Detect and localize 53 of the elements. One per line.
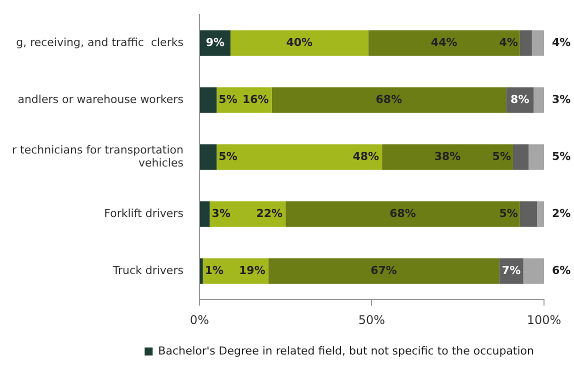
data-label: 67%	[370, 264, 397, 277]
y-tick-label: r technicians for transportation vehicles	[12, 143, 184, 170]
data-label: 8%	[510, 92, 530, 106]
bar	[272, 87, 506, 113]
data-label: 7%	[502, 264, 521, 277]
bar	[368, 30, 520, 56]
bar	[382, 144, 513, 170]
x-tick-label: 0%	[190, 312, 209, 327]
data-label: 68%	[390, 206, 416, 220]
data-label: 40%	[286, 36, 313, 49]
y-tick-label: andlers or warehouse workers	[18, 92, 184, 106]
bar	[523, 258, 544, 284]
bar	[532, 30, 544, 56]
data-label: 22%	[256, 206, 283, 220]
data-label: 38%	[434, 150, 461, 163]
data-label: 4%	[499, 36, 518, 49]
y-tick-label: g, receiving, and traffic clerks	[16, 36, 184, 49]
bar	[520, 201, 538, 227]
bar	[512, 144, 528, 170]
x-tick-label: 100%	[526, 312, 562, 327]
bar	[200, 87, 217, 113]
data-label: 3%	[552, 92, 571, 106]
data-label: 1%	[204, 264, 224, 277]
data-label: 9%	[206, 36, 225, 49]
data-label: 19%	[239, 264, 266, 277]
data-label: 4%	[552, 36, 571, 49]
data-label: 5%	[218, 150, 238, 163]
legend-label: Bachelor's Degree in related field, but not specific to the occupation	[158, 344, 534, 358]
data-label: 6%	[552, 264, 571, 277]
data-label: 3%	[212, 206, 230, 220]
data-label: 48%	[352, 150, 380, 163]
y-tick-label: Forklift drivers	[104, 206, 184, 220]
data-label: 2%	[552, 206, 571, 220]
bar	[200, 144, 217, 170]
bar	[537, 201, 544, 227]
y-tick-label: Truck drivers	[112, 264, 184, 277]
bar	[268, 258, 500, 284]
data-label: 5%	[492, 150, 511, 163]
bar	[200, 258, 203, 284]
data-label: 16%	[242, 92, 269, 106]
data-label: 44%	[430, 36, 458, 49]
bar	[286, 201, 520, 227]
data-label: 5%	[552, 150, 571, 163]
data-label: 5%	[218, 92, 238, 106]
bar	[216, 144, 382, 170]
bar	[200, 201, 210, 227]
x-tick-label: 50%	[358, 312, 386, 327]
bar	[534, 87, 544, 113]
data-label: 5%	[499, 206, 518, 220]
bar	[520, 30, 532, 56]
data-label: 68%	[376, 92, 402, 106]
bar	[528, 144, 544, 170]
bar	[230, 30, 368, 56]
